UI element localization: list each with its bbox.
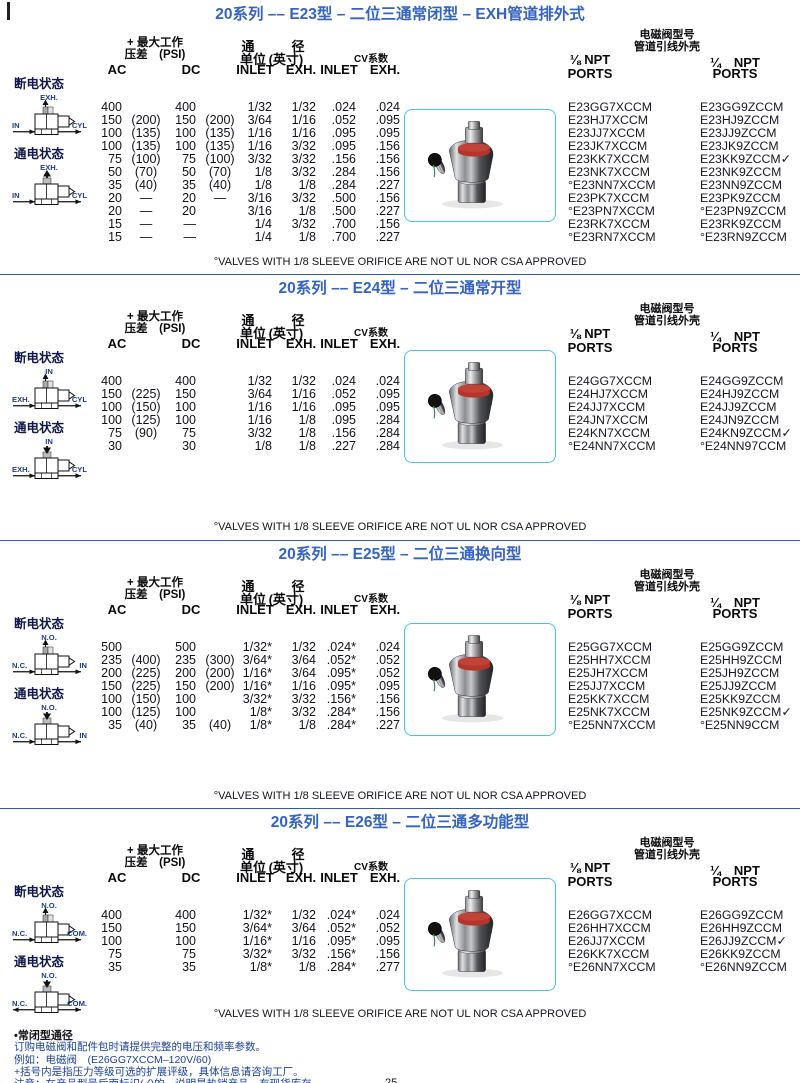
svg-text:N.O.: N.O. — [41, 971, 57, 980]
svg-text:N.O.: N.O. — [41, 703, 57, 712]
svg-text:EXH.: EXH. — [12, 395, 30, 404]
svg-text:IN: IN — [12, 191, 20, 200]
svg-text:CYL: CYL — [72, 395, 88, 404]
svg-text:N.O.: N.O. — [41, 901, 57, 910]
svg-text:N.O.: N.O. — [41, 633, 57, 642]
svg-text:EXH.: EXH. — [12, 465, 30, 474]
svg-text:IN: IN — [45, 367, 53, 376]
svg-text:COM.: COM. — [67, 999, 87, 1008]
svg-text:N.C.: N.C. — [12, 661, 27, 670]
svg-text:N.C.: N.C. — [12, 731, 27, 740]
svg-text:EXH.: EXH. — [40, 163, 58, 172]
svg-text:EXH.: EXH. — [40, 93, 58, 102]
svg-text:CYL: CYL — [72, 465, 88, 474]
svg-text:N.C.: N.C. — [12, 999, 27, 1008]
svg-text:IN: IN — [12, 121, 20, 130]
svg-text:IN: IN — [79, 661, 87, 670]
svg-text:COM.: COM. — [67, 929, 87, 938]
svg-text:CYL: CYL — [72, 191, 88, 200]
svg-text:IN: IN — [79, 731, 87, 740]
svg-text:CYL: CYL — [72, 121, 88, 130]
svg-text:IN: IN — [45, 437, 53, 446]
svg-text:N.C.: N.C. — [12, 929, 27, 938]
